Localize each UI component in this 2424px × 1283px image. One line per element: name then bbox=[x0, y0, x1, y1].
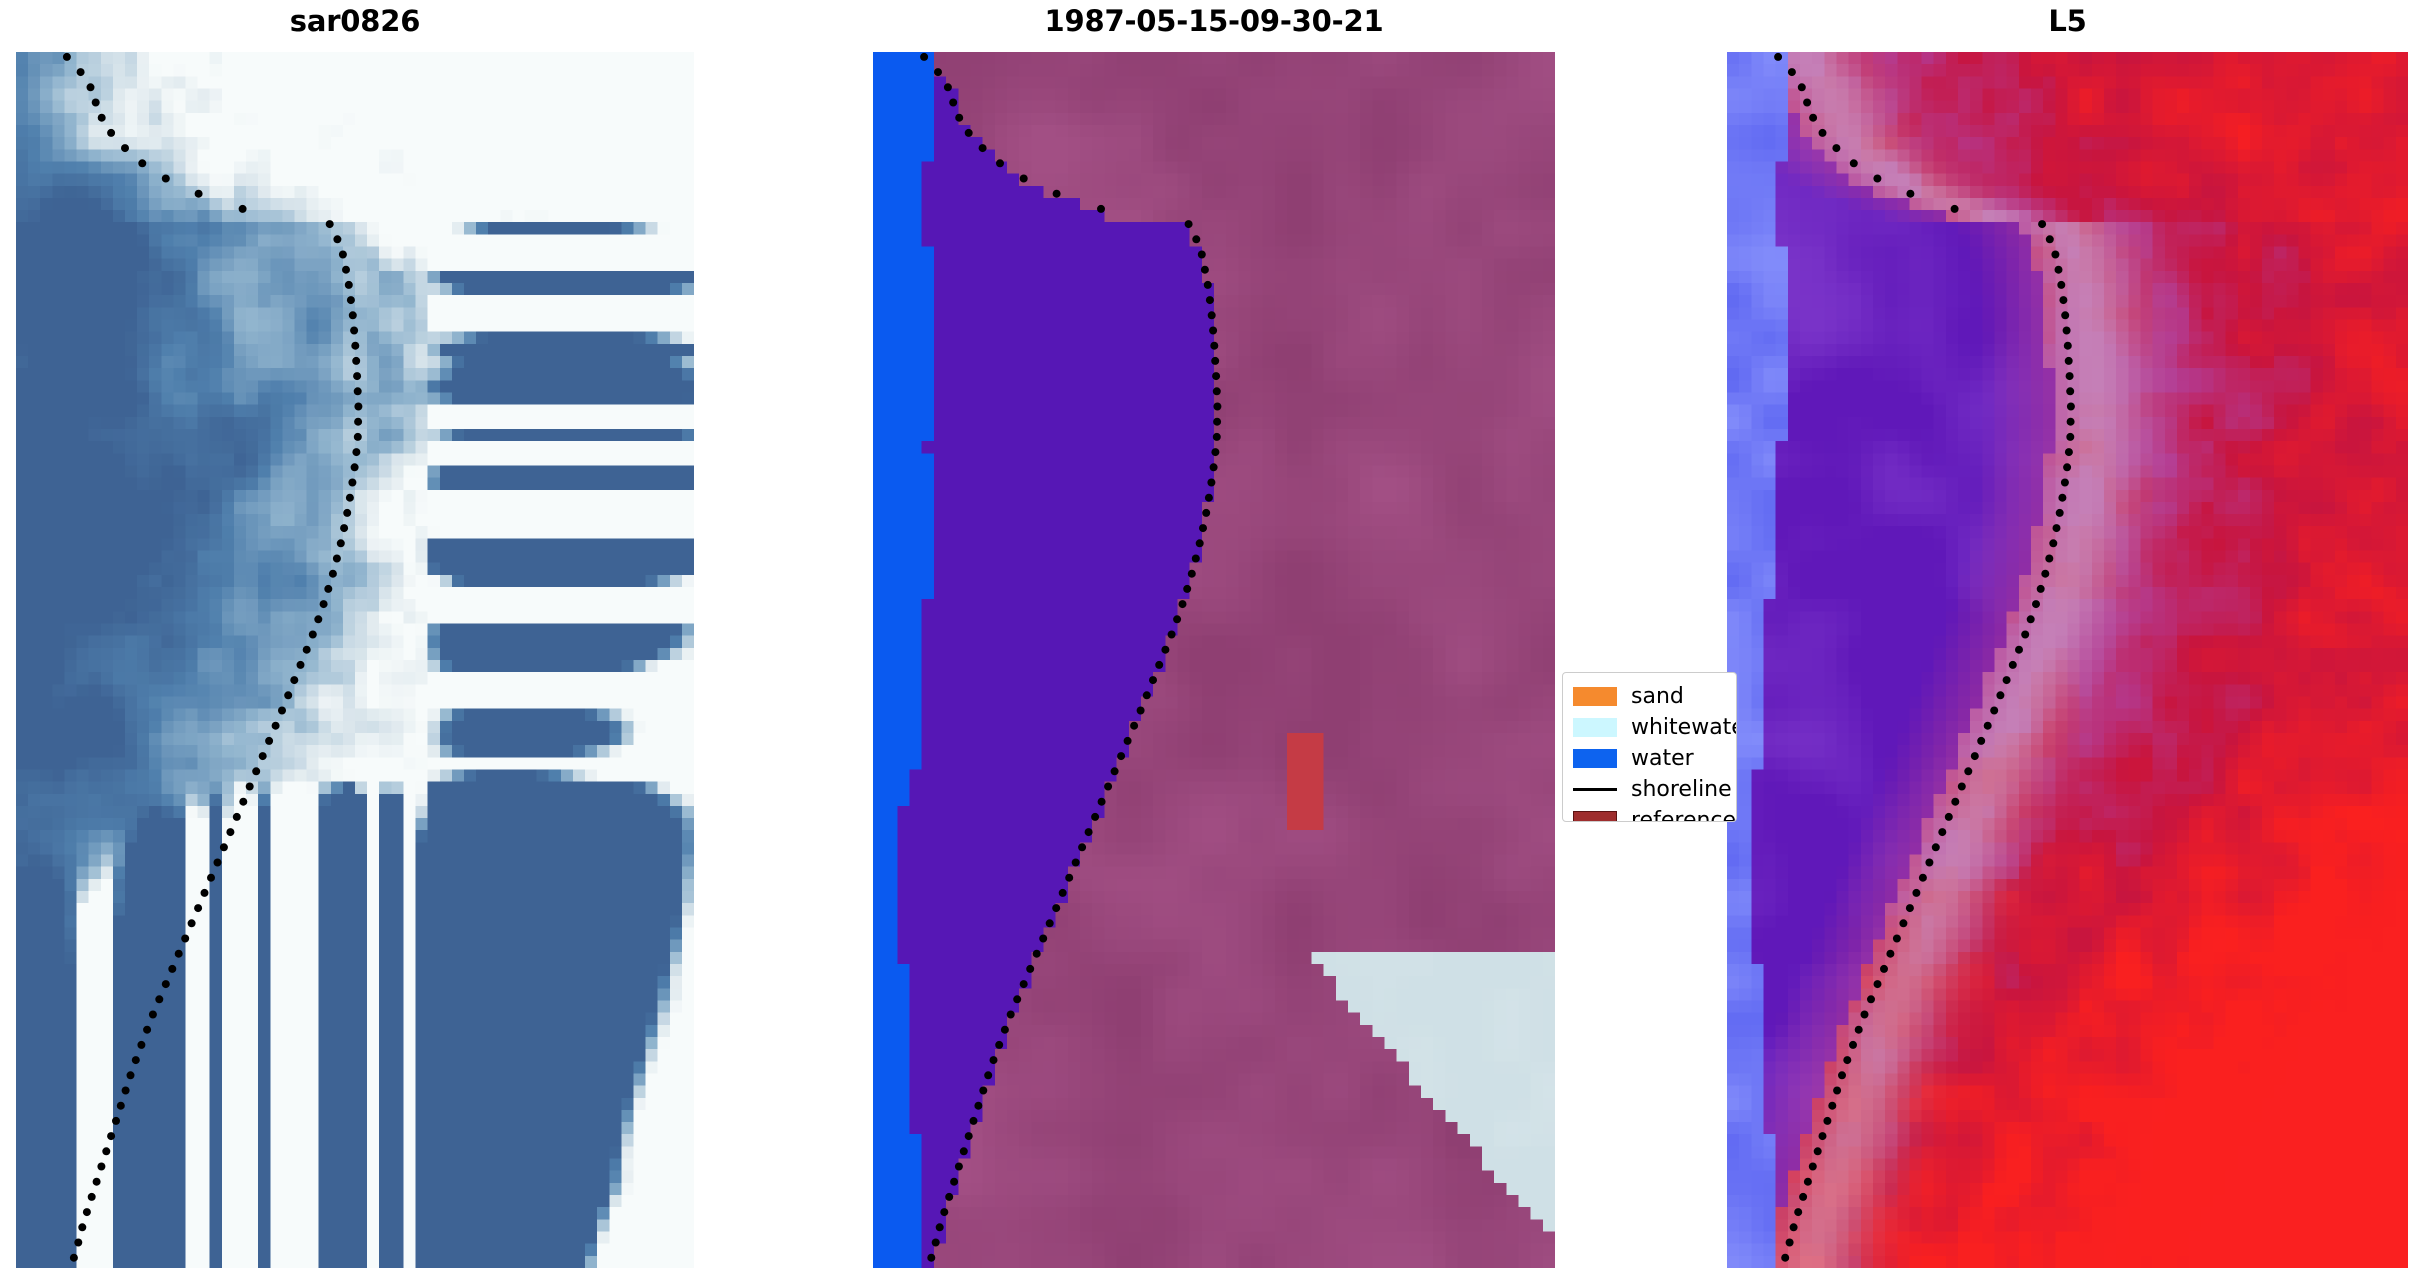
legend-swatch-reference-icon bbox=[1573, 811, 1617, 821]
legend-label: reference bbox=[1631, 808, 1737, 822]
panel-title-sar: sar0826 bbox=[289, 4, 421, 38]
legend-swatch-water-icon bbox=[1573, 749, 1617, 768]
legend-item-shoreline: shoreline bbox=[1573, 774, 1732, 805]
legend-label: water bbox=[1631, 746, 1694, 771]
panel-title-l5: L5 bbox=[2048, 4, 2087, 38]
legend-item-whitewater: whitewater bbox=[1573, 712, 1736, 743]
legend-swatch-shoreline-icon bbox=[1573, 788, 1617, 791]
legend-label: whitewater bbox=[1631, 715, 1736, 740]
panel-sar[interactable] bbox=[16, 52, 694, 1268]
legend: sand whitewater water shoreline reference bbox=[1562, 672, 1737, 822]
legend-label: sand bbox=[1631, 684, 1684, 709]
legend-label: shoreline bbox=[1631, 777, 1732, 802]
legend-item-sand: sand bbox=[1573, 681, 1726, 712]
panel-l5[interactable] bbox=[1727, 52, 2408, 1268]
panel-title-classification: 1987-05-15-09-30-21 bbox=[1044, 4, 1384, 38]
legend-item-water: water bbox=[1573, 743, 1726, 774]
l5-raster bbox=[1727, 52, 2408, 1268]
sar-raster bbox=[16, 52, 694, 1268]
panel-classification[interactable] bbox=[873, 52, 1555, 1268]
legend-swatch-sand-icon bbox=[1573, 687, 1617, 706]
legend-swatch-whitewater-icon bbox=[1573, 718, 1617, 737]
legend-item-reference: reference bbox=[1573, 805, 1736, 821]
classification-raster bbox=[873, 52, 1555, 1268]
